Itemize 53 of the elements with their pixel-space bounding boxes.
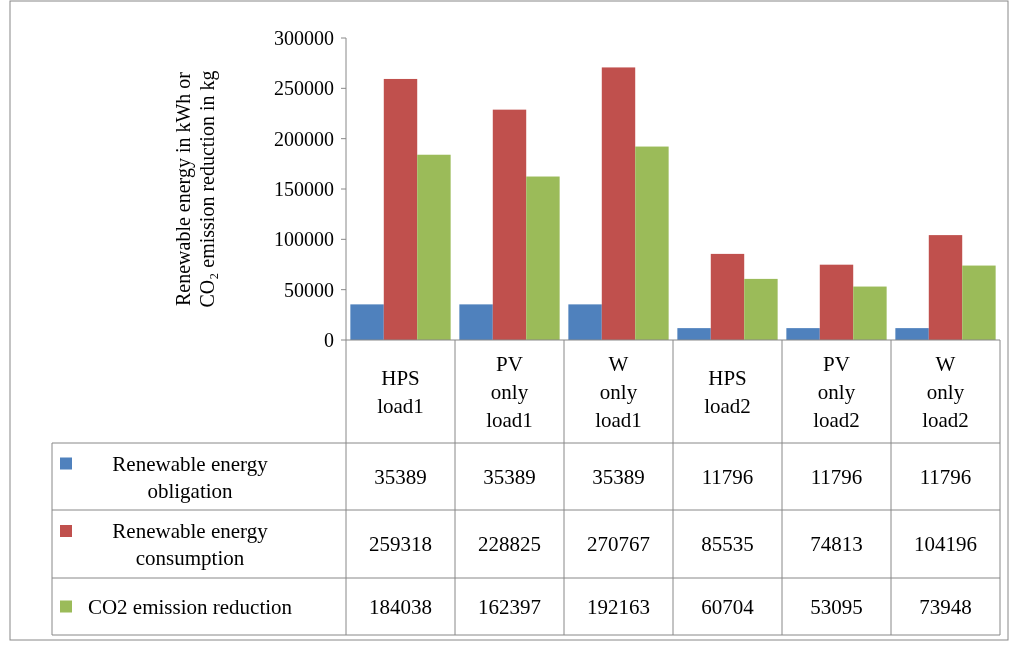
data-label: 270767: [587, 532, 650, 557]
data-label: 53095: [810, 594, 863, 619]
y-tick-label: 200000: [274, 127, 334, 150]
bar: [853, 286, 887, 340]
data-label: 74813: [810, 532, 863, 557]
y-tick-label: 0: [324, 329, 334, 351]
bar: [962, 265, 996, 340]
x-tick-label: HPS load1: [377, 365, 424, 418]
data-label: 259318: [369, 532, 432, 557]
bar: [635, 146, 669, 340]
legend-label: Renewable energy obligation: [112, 451, 269, 503]
bar: [928, 235, 963, 340]
bar: [350, 304, 384, 340]
data-label: 73948: [919, 594, 972, 619]
data-label: 35389: [592, 464, 645, 489]
y-tick-label: 250000: [274, 77, 334, 100]
bar: [786, 328, 820, 340]
data-label: 104196: [914, 532, 977, 557]
x-tick-label: W only load1: [595, 351, 642, 432]
bar: [568, 304, 602, 340]
bar: [819, 264, 854, 340]
data-label: 184038: [369, 594, 432, 619]
y-tick-label: 100000: [274, 228, 334, 251]
data-label: 35389: [483, 464, 536, 489]
y-tick-label: 300000: [274, 27, 334, 49]
bar: [601, 67, 636, 340]
bar: [526, 176, 560, 340]
bar: [744, 278, 778, 340]
data-label: 192163: [587, 594, 650, 619]
data-label: 162397: [478, 594, 541, 619]
data-label: 11796: [810, 464, 863, 489]
bar: [383, 78, 418, 340]
bar: [677, 328, 711, 340]
data-label: 11796: [701, 464, 754, 489]
x-tick-label: PV only load2: [813, 351, 860, 432]
data-label: 60704: [701, 594, 755, 619]
x-tick-label: PV only load1: [486, 351, 533, 432]
bar: [417, 154, 451, 340]
data-label: 35389: [374, 464, 427, 489]
y-tick-label: 50000: [284, 278, 334, 301]
y-axis-title: Renewable energy in kWh or CO₂ emission reduction in kg: [172, 70, 219, 308]
bar: [492, 109, 527, 340]
x-tick-label: W only load2: [922, 351, 969, 432]
x-tick-label: HPS load2: [704, 365, 751, 418]
legend-label: CO2 emission reduction: [87, 594, 293, 619]
bar: [710, 253, 745, 340]
bar: [459, 304, 493, 340]
legend-label: Renewable energy consumption: [112, 519, 269, 571]
data-label: 11796: [919, 464, 972, 489]
y-tick-label: 150000: [274, 178, 334, 200]
bar: [895, 328, 929, 340]
data-label: 85535: [701, 532, 754, 557]
data-label: 228825: [478, 532, 541, 557]
